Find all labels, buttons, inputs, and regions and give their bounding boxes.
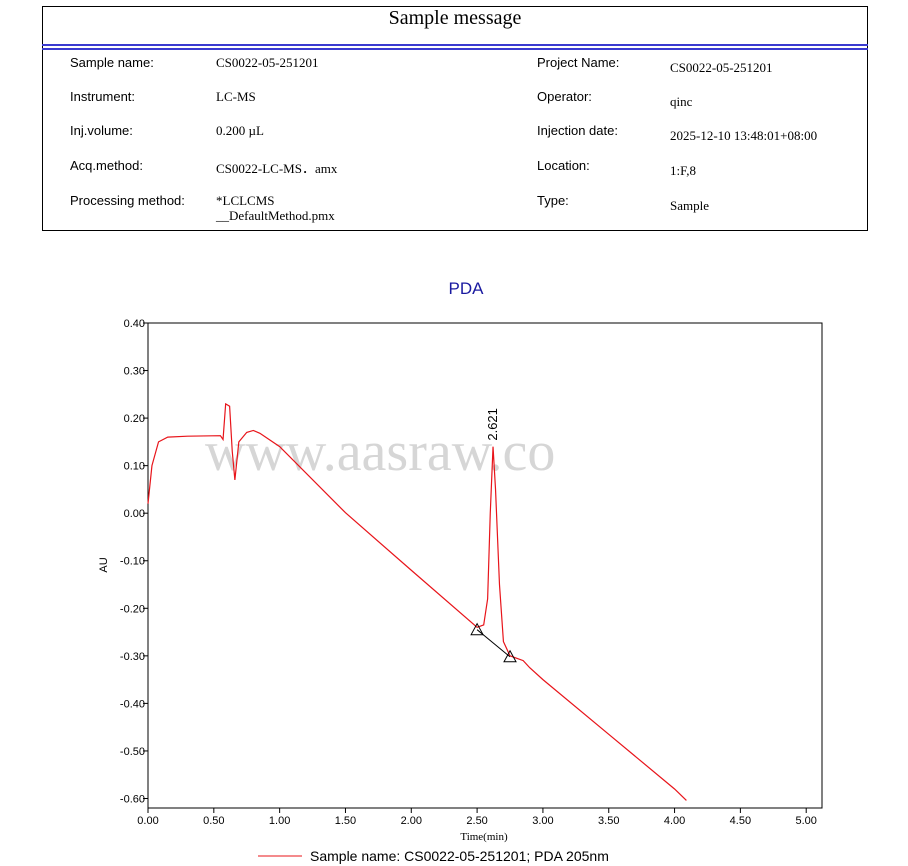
field-value: CS0022-LC-MS．amx (216, 161, 338, 176)
field-label: Type: (537, 193, 569, 208)
watermark: www.aasraw.co (205, 421, 555, 483)
legend-label: Sample name: CS0022-05-251201; PDA 205nm (310, 848, 609, 864)
y-tick-label: -0.30 (120, 651, 145, 663)
field-label: Injection date: (537, 123, 618, 138)
y-tick-label: 0.00 (124, 508, 145, 520)
x-tick-label: 1.00 (269, 815, 290, 827)
x-tick-label: 4.00 (664, 815, 685, 827)
field-label: Acq.method: (70, 158, 143, 173)
field-value: 0.200 µL (216, 123, 264, 138)
chart-title: PDA (449, 279, 485, 298)
y-tick-label: 0.20 (124, 413, 145, 425)
plot-area (147, 322, 823, 809)
y-tick-label: 0.30 (124, 366, 145, 378)
peak-label: 2.621 (485, 408, 500, 441)
field-value: __DefaultMethod.pmx (216, 208, 335, 223)
y-tick-label: -0.10 (120, 556, 145, 568)
field-label: Instrument: (70, 89, 136, 104)
x-tick-label: 3.50 (598, 815, 619, 827)
table-title: Sample message (388, 7, 522, 29)
field-value: *LCLCMS (216, 193, 275, 208)
field-value: qinc (670, 94, 693, 109)
field-label: Operator: (537, 89, 592, 104)
field-label: Project Name: (537, 55, 620, 70)
field-label: Location: (537, 158, 590, 173)
field-value: 2025-12-10 13:48:01+08:00 (670, 128, 818, 143)
x-tick-label: 1.50 (335, 815, 356, 827)
field-value: 1:F,8 (670, 163, 697, 178)
baseline-marker (503, 649, 517, 663)
x-tick-label: 5.00 (795, 815, 816, 827)
field-label: Processing method: (70, 193, 185, 208)
field-label: Inj.volume: (70, 123, 133, 138)
field-label: Sample name: (70, 55, 154, 70)
field-value: CS0022-05-251201 (216, 55, 319, 70)
x-tick-label: 2.50 (466, 815, 487, 827)
field-value: LC-MS (216, 89, 256, 104)
x-tick-label: 0.00 (137, 815, 158, 827)
divider (42, 44, 868, 50)
field-value: Sample (670, 198, 709, 213)
y-tick-label: -0.60 (120, 793, 145, 805)
y-tick-label: -0.20 (120, 603, 145, 615)
field-value: CS0022-05-251201 (670, 60, 773, 75)
data-line (147, 402, 687, 801)
x-tick-label: 2.00 (401, 815, 422, 827)
baseline-marker (470, 622, 484, 636)
y-tick-label: -0.40 (120, 698, 145, 710)
y-tick-label: 0.10 (124, 461, 145, 473)
y-tick-label: -0.50 (120, 746, 145, 758)
y-axis-label: AU (98, 557, 110, 572)
sample-message: Sample message Sample name: CS0022-05-251… (42, 6, 868, 231)
x-axis-label: Time(min) (460, 831, 508, 843)
x-tick-label: 4.50 (730, 815, 751, 827)
y-tick-label: 0.40 (124, 318, 145, 330)
x-tick-label: 0.50 (203, 815, 224, 827)
x-tick-label: 3.00 (532, 815, 553, 827)
